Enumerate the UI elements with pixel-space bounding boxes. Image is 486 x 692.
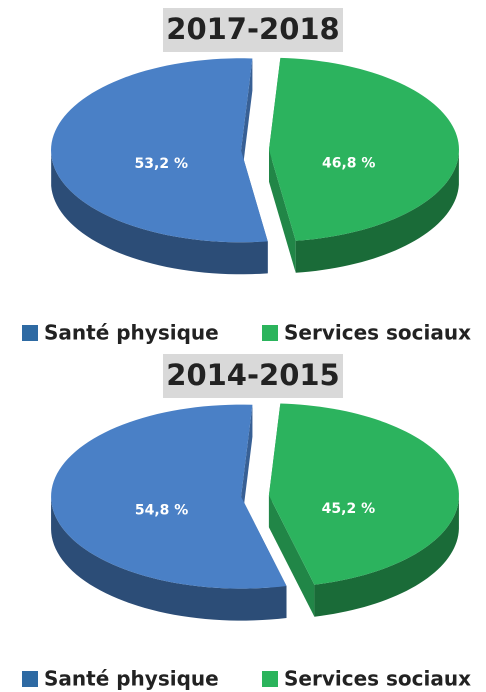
slice-wall bbox=[241, 58, 253, 183]
chart-title: 2014-2015 bbox=[166, 358, 339, 392]
slice-side bbox=[314, 496, 459, 617]
value-label: 46,8 % bbox=[322, 156, 375, 172]
legend-label: Santé physique bbox=[44, 667, 219, 691]
value-label: 54,8 % bbox=[135, 502, 188, 518]
slice bbox=[268, 403, 459, 585]
value-label: 45,2 % bbox=[322, 501, 375, 517]
title-box bbox=[163, 8, 343, 52]
slice-wall bbox=[268, 149, 296, 273]
slice-wall bbox=[241, 404, 253, 529]
slice bbox=[51, 404, 287, 589]
legend-swatch bbox=[22, 325, 38, 341]
chart: 2014-2015 54,8 % 45,2 % Santé physique Servi… bbox=[22, 354, 471, 691]
legend-label: Services sociaux bbox=[284, 321, 471, 345]
slice bbox=[51, 58, 268, 243]
legend-swatch bbox=[262, 671, 278, 687]
slice-side bbox=[295, 152, 459, 273]
title-box bbox=[163, 354, 343, 398]
legend-label: Services sociaux bbox=[284, 667, 471, 691]
chart-title: 2017-2018 bbox=[166, 12, 339, 46]
slice-side bbox=[51, 154, 268, 275]
slice-wall bbox=[268, 495, 315, 617]
legend-swatch bbox=[262, 325, 278, 341]
slice-side bbox=[51, 497, 287, 621]
chart: 2017-2018 53,2 % 46,8 % Santé physique Servi… bbox=[22, 8, 471, 345]
legend-swatch bbox=[22, 671, 38, 687]
value-label: 53,2 % bbox=[135, 156, 188, 172]
slice bbox=[268, 57, 459, 241]
legend-label: Santé physique bbox=[44, 321, 219, 345]
